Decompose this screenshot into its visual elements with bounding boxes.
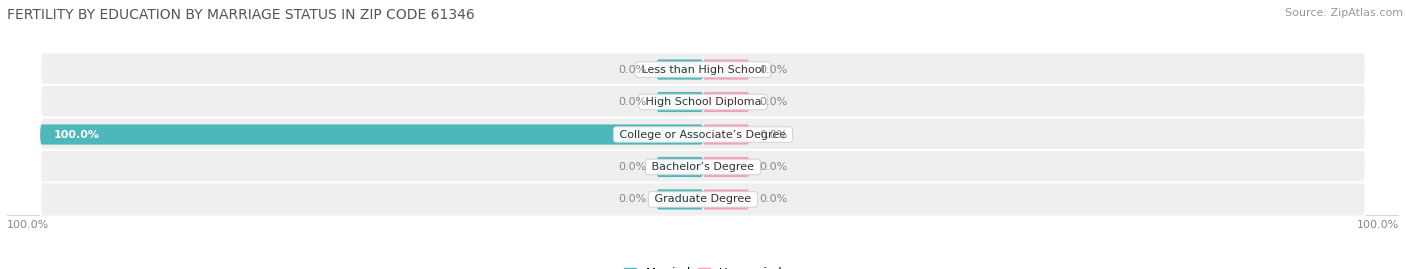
Text: 0.0%: 0.0% xyxy=(619,162,647,172)
FancyBboxPatch shape xyxy=(703,157,749,177)
Text: High School Diploma: High School Diploma xyxy=(641,97,765,107)
FancyBboxPatch shape xyxy=(703,189,749,210)
FancyBboxPatch shape xyxy=(41,150,1365,184)
Text: 0.0%: 0.0% xyxy=(619,97,647,107)
FancyBboxPatch shape xyxy=(41,182,1365,217)
FancyBboxPatch shape xyxy=(703,125,749,144)
Text: 0.0%: 0.0% xyxy=(759,194,787,204)
FancyBboxPatch shape xyxy=(703,92,749,112)
Text: 100.0%: 100.0% xyxy=(53,129,100,140)
Text: Less than High School: Less than High School xyxy=(638,65,768,75)
Text: 0.0%: 0.0% xyxy=(759,65,787,75)
FancyBboxPatch shape xyxy=(657,59,703,80)
Text: 0.0%: 0.0% xyxy=(619,194,647,204)
FancyBboxPatch shape xyxy=(41,125,703,144)
Text: 100.0%: 100.0% xyxy=(7,220,49,230)
FancyBboxPatch shape xyxy=(41,52,1365,87)
FancyBboxPatch shape xyxy=(41,85,1365,119)
Text: 0.0%: 0.0% xyxy=(759,129,787,140)
Text: College or Associate’s Degree: College or Associate’s Degree xyxy=(616,129,790,140)
FancyBboxPatch shape xyxy=(657,189,703,210)
Text: 100.0%: 100.0% xyxy=(1357,220,1399,230)
Text: FERTILITY BY EDUCATION BY MARRIAGE STATUS IN ZIP CODE 61346: FERTILITY BY EDUCATION BY MARRIAGE STATU… xyxy=(7,8,475,22)
FancyBboxPatch shape xyxy=(703,59,749,80)
Text: 0.0%: 0.0% xyxy=(759,97,787,107)
Text: Graduate Degree: Graduate Degree xyxy=(651,194,755,204)
FancyBboxPatch shape xyxy=(41,117,1365,152)
Text: Source: ZipAtlas.com: Source: ZipAtlas.com xyxy=(1285,8,1403,18)
Text: 0.0%: 0.0% xyxy=(759,162,787,172)
FancyBboxPatch shape xyxy=(657,157,703,177)
Legend: Married, Unmarried: Married, Unmarried xyxy=(624,267,782,269)
Text: 0.0%: 0.0% xyxy=(619,65,647,75)
Text: Bachelor’s Degree: Bachelor’s Degree xyxy=(648,162,758,172)
FancyBboxPatch shape xyxy=(657,92,703,112)
